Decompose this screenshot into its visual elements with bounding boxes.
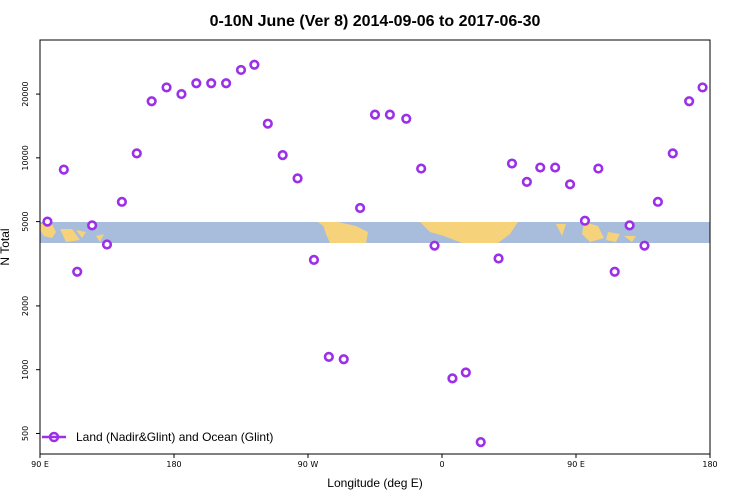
y-axis-label: N Total [0,228,12,265]
data-point [475,437,486,448]
y-tick-label: 10000 [21,145,30,170]
x-tick-label: 90 E [567,460,585,469]
data-point [639,240,650,251]
data-point [506,158,518,169]
x-tick-label: 90 W [298,460,319,469]
data-point [667,148,678,159]
x-axis-label: Longitude (deg E) [327,476,422,490]
data-point [116,196,127,207]
land-shape [322,222,368,243]
data-point [535,162,546,173]
data-points [42,59,708,448]
x-tick-label: 180 [166,460,181,469]
y-tick-label: 5000 [21,211,30,231]
data-point [292,173,303,184]
world-map-strip [40,222,710,243]
land-shape [556,224,566,236]
data-point [593,163,604,174]
data-point [191,78,202,89]
legend: Land (Nadir&Glint) and Ocean (Glint) [42,430,273,444]
land-shape [40,224,56,238]
data-point [146,96,157,107]
data-point [684,96,695,107]
data-point [369,109,381,120]
data-point [249,59,260,70]
data-point [579,215,591,226]
data-point [355,202,366,214]
data-point [323,351,334,362]
data-point [206,78,217,89]
data-point [384,109,395,120]
data-point [493,253,504,264]
land-shape [606,232,620,242]
land-shape [96,234,104,242]
data-point [277,150,288,161]
x-tick-label: 180 [702,460,717,469]
legend-label: Land (Nadir&Glint) and Ocean (Glint) [76,430,273,444]
plot-frame [39,39,711,455]
data-point [262,118,273,129]
x-tick-label: 0 [439,460,444,469]
data-point [521,176,532,187]
data-point [235,64,247,76]
data-point [460,367,471,378]
land-shape [60,229,80,242]
data-point [401,113,412,124]
data-point [72,266,83,277]
chart-title: 0-10N June (Ver 8) 2014-09-06 to 2017-06… [210,13,541,30]
y-tick-label: 1000 [21,360,30,380]
data-point [131,148,142,159]
land-shape [420,222,518,243]
data-point [697,82,708,93]
ocean-band [40,222,710,243]
land-shape [318,222,328,228]
data-point [176,88,187,100]
x-axis: 90 E 180 90 W 0 90 E 180 [31,454,718,469]
land-shape [76,230,86,238]
y-axis: 500 1000 2000 5000 10000 20000 [21,81,40,441]
data-point [58,164,69,175]
data-point [624,220,635,231]
data-point [416,163,427,174]
data-point [101,239,113,250]
data-point [564,179,576,190]
data-point [652,196,663,207]
data-point [338,354,349,365]
data-point [609,266,620,277]
x-tick-label: 90 E [31,460,49,469]
y-tick-label: 500 [21,426,30,441]
data-point [161,82,172,93]
data-point [87,220,98,231]
land-shape [582,222,604,242]
data-point [550,162,561,173]
y-tick-label: 2000 [21,296,30,316]
data-point [42,216,53,227]
legend-marker [48,431,60,443]
data-point [308,254,320,265]
land-shape [624,236,636,242]
data-point [447,373,458,384]
data-point [429,240,440,251]
data-point [221,78,232,89]
y-tick-label: 20000 [21,81,30,106]
